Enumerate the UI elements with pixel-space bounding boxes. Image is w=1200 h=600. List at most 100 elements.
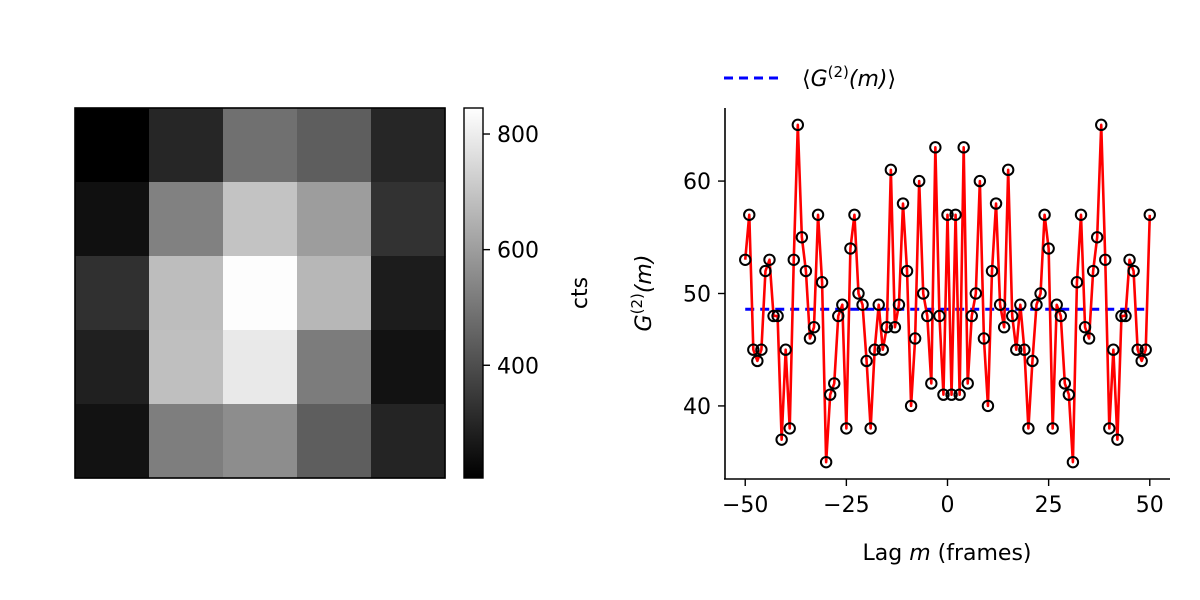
g2-point [815,276,829,289]
g2-point [1070,276,1084,289]
heatmap-cell [149,404,224,479]
heatmap-grid [75,108,446,479]
g2-point [876,343,889,356]
y-tick-label: 50 [683,283,711,308]
g2-point [1078,321,1092,334]
g2-point [787,253,800,266]
colorbar [464,108,483,478]
g2-point [840,422,853,435]
g2-point [759,264,772,278]
g2-point [819,455,833,469]
g2-point [836,298,849,311]
g2-point [933,309,946,323]
g2-point [1074,208,1088,222]
g2-point [1058,377,1072,390]
plot-area [739,118,1156,469]
g2-point [864,422,877,435]
colorbar-label: cts [568,277,593,309]
g2-point [1022,422,1035,435]
g2-point [779,343,792,356]
g2-point [1038,208,1051,222]
x-tick-label: −50 [722,493,768,518]
g2-point [929,141,942,154]
legend-label-mean: ⟨G(2)(m)⟩ [802,63,896,92]
g2-point [912,174,926,188]
g2-point [1018,343,1031,356]
heatmap-cell [371,108,446,183]
heatmap-frame [74,107,446,479]
g2-point [771,309,784,323]
g2-point [755,343,768,356]
g2-point [945,388,958,401]
g2-point [973,174,987,188]
g2-point [1050,298,1063,311]
y-axis-title: G(2)(m) [628,255,657,332]
heatmap-cell [371,256,446,331]
g2-point [880,321,894,334]
g2-point [1115,309,1128,323]
g2-point [832,309,845,323]
heatmap-cell [297,108,372,183]
y-tick-label: 60 [683,170,711,195]
g2-point [989,197,1003,210]
heatmap-cell [149,256,224,331]
g2-point [949,208,962,222]
g2-point [1107,343,1120,356]
g2-point [1062,388,1076,401]
g2-point [941,208,954,222]
g2-point [1001,163,1015,177]
g2-point [1014,298,1027,311]
g2-point [767,309,780,323]
x-tick-label: 50 [1136,493,1164,518]
g2-point [747,343,760,356]
heatmap-cell [223,404,298,479]
g2-point [1034,287,1047,300]
y-tick-label: 40 [683,395,711,420]
g2-point [848,208,861,222]
g2-point [775,433,788,446]
heatmap-cell [371,330,446,405]
g2-point [961,377,974,390]
g2-point [1131,343,1144,356]
g2-point [1095,118,1108,132]
g2-point [799,264,813,278]
g2-point [896,197,910,210]
g2-point [868,343,881,356]
heatmap-cell [149,182,224,257]
g2-point [884,163,898,177]
x-tick-label: −25 [823,493,869,518]
x-axis-title: Lag m (frames) [863,541,1032,566]
g2-point [1139,343,1152,356]
g2-point [1119,309,1132,323]
g2-point [1026,354,1039,368]
g2-point [969,287,983,300]
g2-point [953,388,966,401]
g2-point [1127,264,1140,278]
g2-points [739,118,1156,469]
g2-point [937,388,950,401]
g2-point [892,298,906,311]
g2-point [795,231,809,244]
g2-point [997,321,1011,334]
colorbar-tick-label: 800 [497,123,539,148]
g2-point [763,253,776,266]
g2-point [811,208,825,222]
heatmap-cell [223,108,298,183]
heatmap-cell [297,182,372,257]
g2-point [1143,208,1156,222]
g2-point [860,354,873,368]
g2-point [957,141,970,154]
g2-point [1066,455,1080,469]
colorbar-frame [463,107,484,479]
g2-point [1099,253,1112,266]
g2-point [872,298,885,311]
heatmap-cell [297,256,372,331]
x-axis-ticks: −50 −25 0 25 50 [722,479,1164,518]
g2-point [856,298,869,311]
colorbar-tick-label: 400 [497,354,539,379]
g2-point [985,264,999,278]
g2-series-line [743,123,1152,464]
colorbar-tick-label: 600 [497,239,539,264]
g2-point [1042,242,1055,255]
